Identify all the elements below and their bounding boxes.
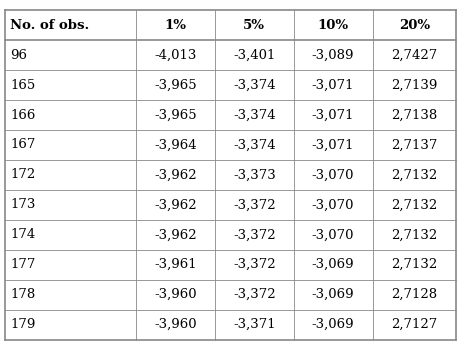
Text: -3,962: -3,962 [154, 168, 197, 181]
Text: 178: 178 [10, 288, 35, 301]
Text: 2,7138: 2,7138 [391, 109, 437, 121]
Text: -4,013: -4,013 [154, 49, 196, 62]
Text: -3,071: -3,071 [312, 79, 355, 92]
Text: 96: 96 [10, 49, 27, 62]
Text: -3,960: -3,960 [154, 288, 197, 301]
Text: -3,070: -3,070 [312, 198, 355, 211]
Text: 179: 179 [10, 318, 35, 331]
Text: -3,372: -3,372 [233, 288, 276, 301]
Text: -3,964: -3,964 [154, 139, 197, 152]
Text: -3,960: -3,960 [154, 318, 197, 331]
Text: -3,962: -3,962 [154, 228, 197, 241]
Text: -3,071: -3,071 [312, 139, 355, 152]
Text: 2,7132: 2,7132 [391, 168, 437, 181]
Text: -3,373: -3,373 [233, 168, 276, 181]
Text: -3,070: -3,070 [312, 228, 355, 241]
Text: 172: 172 [10, 168, 35, 181]
Text: 2,7127: 2,7127 [391, 318, 437, 331]
Text: 165: 165 [10, 79, 35, 92]
Text: 173: 173 [10, 198, 35, 211]
Text: No. of obs.: No. of obs. [10, 19, 89, 32]
Text: -3,070: -3,070 [312, 168, 355, 181]
Text: -3,962: -3,962 [154, 198, 197, 211]
Text: 166: 166 [10, 109, 35, 121]
Text: -3,965: -3,965 [154, 79, 197, 92]
Text: 2,7132: 2,7132 [391, 258, 437, 271]
Text: 167: 167 [10, 139, 35, 152]
Text: 174: 174 [10, 228, 35, 241]
Text: 2,7137: 2,7137 [391, 139, 437, 152]
Text: 2,7427: 2,7427 [391, 49, 437, 62]
Text: -3,401: -3,401 [233, 49, 275, 62]
Text: -3,372: -3,372 [233, 228, 276, 241]
Text: -3,071: -3,071 [312, 109, 355, 121]
Text: 2,7128: 2,7128 [391, 288, 437, 301]
Text: -3,371: -3,371 [233, 318, 276, 331]
Text: -3,374: -3,374 [233, 109, 276, 121]
Text: -3,089: -3,089 [312, 49, 355, 62]
Text: -3,372: -3,372 [233, 258, 276, 271]
Text: 1%: 1% [165, 19, 186, 32]
Text: -3,374: -3,374 [233, 79, 276, 92]
Text: 10%: 10% [318, 19, 349, 32]
Text: 20%: 20% [399, 19, 430, 32]
Text: -3,069: -3,069 [312, 258, 355, 271]
Text: 2,7132: 2,7132 [391, 228, 437, 241]
Text: -3,374: -3,374 [233, 139, 276, 152]
Text: 177: 177 [10, 258, 35, 271]
Text: -3,965: -3,965 [154, 109, 197, 121]
Text: 5%: 5% [243, 19, 265, 32]
Text: 2,7139: 2,7139 [391, 79, 437, 92]
Text: 2,7132: 2,7132 [391, 198, 437, 211]
Text: -3,372: -3,372 [233, 198, 276, 211]
Text: -3,069: -3,069 [312, 288, 355, 301]
Text: -3,069: -3,069 [312, 318, 355, 331]
Text: -3,961: -3,961 [154, 258, 197, 271]
